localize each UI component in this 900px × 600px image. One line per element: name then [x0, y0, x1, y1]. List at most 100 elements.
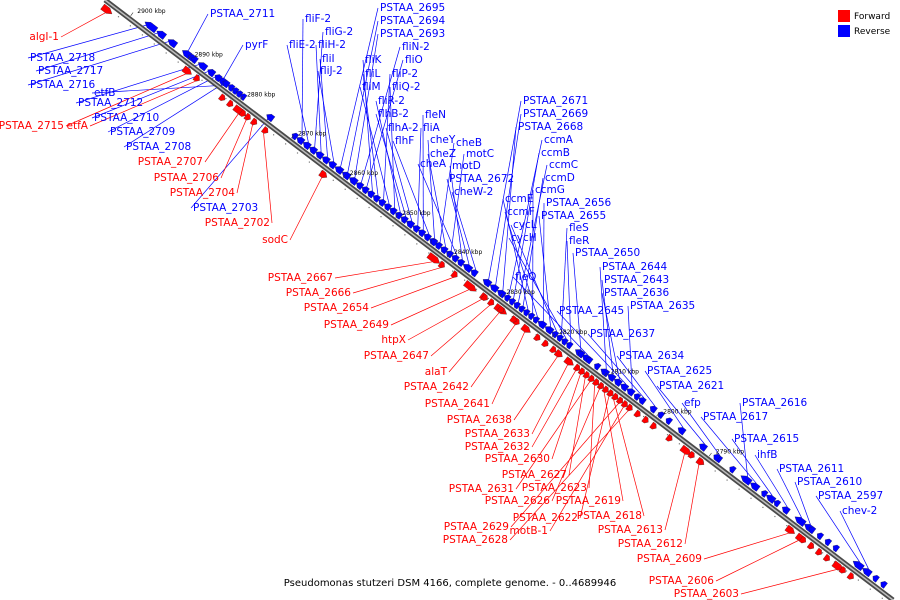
gene-label-pstaa-2635: PSTAA_2635 — [630, 300, 695, 312]
pstaa-2619-connector — [603, 392, 624, 502]
pstaa-2647-connector — [430, 305, 490, 357]
ihfb-connector — [754, 454, 788, 508]
pstaa-2695-gene-arrow — [334, 166, 345, 175]
gene-label-pstaa-2616: PSTAA_2616 — [742, 397, 808, 409]
flie-2-connector — [286, 44, 309, 143]
pstaa-2619-gene-arrow — [601, 385, 609, 393]
pstaa-2613-gene-arrow — [679, 444, 692, 456]
gene-label-flio: fliO — [405, 54, 423, 66]
alat-connector — [448, 312, 500, 373]
unlabeled-reverse-gene-arrow — [824, 538, 833, 547]
pstaa-2649-gene-arrow — [463, 279, 477, 292]
pstaa-2626-connector — [551, 388, 600, 502]
flhb-2-gene-arrow — [400, 216, 409, 225]
pstaa-2643-gene-arrow — [607, 373, 617, 383]
gap-dot — [475, 288, 478, 290]
unlabeled-forward-gene-arrow — [806, 541, 814, 550]
pstaa-2638-gene-arrow — [553, 349, 563, 358]
gene-label-ccmc: ccmC — [549, 159, 578, 171]
unlabeled-reverse-gene-arrow — [872, 575, 880, 583]
unlabeled-reverse-gene-arrow — [774, 499, 782, 508]
gene-label-flig-2: fliG-2 — [325, 26, 353, 38]
gene-label-pstaa-2710: PSTAA_2710 — [94, 112, 159, 124]
gap-dot — [762, 506, 764, 508]
gap-dot — [308, 161, 310, 163]
unlabeled-reverse-gene-arrow — [809, 526, 817, 535]
pstaa-2718-gene-arrow — [144, 21, 159, 34]
pstaa-2708-gene-arrow — [222, 80, 231, 89]
gap-dot — [368, 206, 370, 209]
gap-dot — [786, 525, 788, 527]
gene-label-pstaa-2625: PSTAA_2625 — [647, 365, 712, 377]
gene-label-pstaa-2645: PSTAA_2645 — [559, 305, 624, 317]
gene-label-pstaa-2610: PSTAA_2610 — [797, 476, 862, 488]
cych-gene-arrow — [561, 338, 569, 346]
pstaa-2710-gene-arrow — [207, 69, 217, 78]
gene-label-pyrf: pyrF — [245, 39, 268, 51]
flha-2-gene-arrow — [406, 220, 416, 229]
pstaa-2622-gene-arrow — [606, 389, 614, 397]
pstaa-2650-connector — [572, 252, 582, 350]
gap-dot — [881, 597, 883, 599]
gene-label-pstaa-2630: PSTAA_2630 — [485, 453, 550, 465]
flie-2-gene-arrow — [303, 141, 312, 151]
pstaa-2597-connector — [815, 495, 860, 563]
gene-label-flir-2: fliR-2 — [378, 95, 405, 107]
chey-connector — [427, 139, 435, 239]
gene-label-cycl: cycL — [513, 219, 537, 231]
algi-1-gene-arrow — [100, 3, 113, 15]
pstaa-2634-gene-arrow — [649, 405, 658, 414]
gene-label-pstaa-2667: PSTAA_2667 — [268, 272, 333, 284]
pstaa-2623-gene-arrow — [591, 378, 600, 386]
flip-2-gene-arrow — [378, 199, 387, 208]
gene-label-flim: fliM — [362, 81, 381, 93]
pyrf-connector — [223, 44, 244, 79]
flia-connector — [417, 127, 422, 226]
ccmd-gene-arrow — [518, 305, 526, 314]
gene-label-pstaa-2717: PSTAA_2717 — [38, 65, 103, 77]
pstaa-2706-gene-arrow — [243, 112, 251, 121]
gene-label-pstaa-2632: PSTAA_2632 — [465, 441, 530, 453]
gap-dot — [774, 515, 776, 518]
pstaa-2617-connector — [700, 416, 757, 484]
gene-label-ccmf: ccmF — [507, 206, 535, 218]
pstaa-2612-connector — [684, 464, 700, 545]
gap-dot — [296, 152, 299, 154]
gap-dot — [201, 79, 203, 81]
unlabeled-forward-gene-arrow — [480, 293, 488, 301]
pstaa-2610-connector — [794, 481, 811, 525]
pstaa-2628-connector — [509, 410, 629, 541]
pstaa-2643-connector — [601, 279, 614, 375]
gap-dot — [129, 25, 131, 27]
gene-label-ccmg: ccmG — [535, 184, 565, 196]
pstaa-2717-gene-arrow — [156, 30, 168, 40]
pstaa-2693-gene-arrow — [349, 177, 359, 186]
flih-2-gene-arrow — [315, 151, 325, 160]
gene-label-motc: motC — [466, 148, 494, 160]
pstaa-2638-connector — [513, 356, 558, 421]
pstaa-2611-gene-arrow — [794, 516, 807, 527]
flim-gene-arrow — [384, 203, 393, 212]
pstaa-2716-gene-arrow — [167, 39, 179, 49]
pstaa-2627-gene-arrow — [582, 370, 590, 379]
gene-label-pstaa-2669: PSTAA_2669 — [523, 108, 588, 120]
pstaa-2649-connector — [390, 289, 470, 326]
gap-dot — [869, 588, 871, 590]
fleq-connector — [512, 276, 588, 356]
flin-2-connector — [360, 46, 401, 183]
pstaa-2694-connector — [347, 20, 379, 173]
pstaa-2694-gene-arrow — [342, 171, 352, 181]
chev-2-gene-arrow — [862, 568, 873, 578]
etfa-connector — [89, 80, 196, 127]
gap-dot — [141, 34, 143, 36]
pstaa-2703-gene-arrow — [266, 114, 276, 123]
chev-2-connector — [839, 510, 869, 569]
unlabeled-reverse-gene-arrow — [817, 532, 825, 541]
unlabeled-forward-gene-arrow — [641, 415, 649, 424]
gene-label-pstaa-2606: PSTAA_2606 — [649, 575, 715, 587]
gene-label-flii: fliI — [322, 53, 335, 65]
tick-label-2870-kbp: 2870 kbp — [298, 130, 326, 137]
tick-label-2850-kbp: 2850 kbp — [402, 210, 430, 217]
